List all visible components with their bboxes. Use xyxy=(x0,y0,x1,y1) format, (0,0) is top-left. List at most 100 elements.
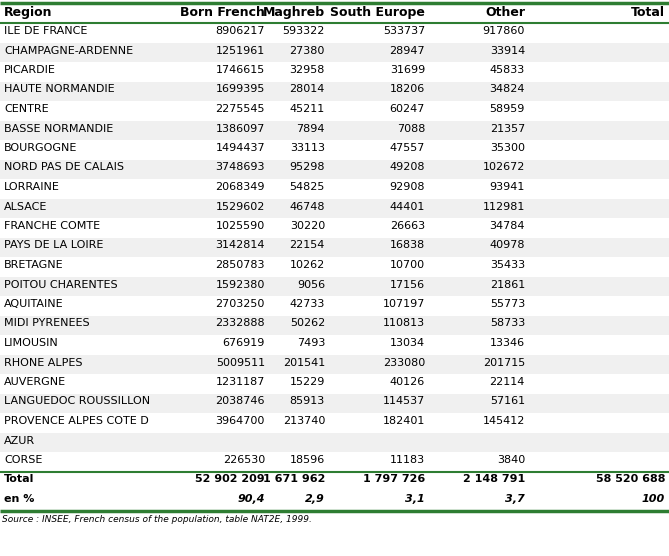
Text: AQUITAINE: AQUITAINE xyxy=(4,299,64,309)
Bar xyxy=(0,42,669,62)
Bar xyxy=(0,355,669,374)
Text: RHONE ALPES: RHONE ALPES xyxy=(4,358,82,368)
Bar xyxy=(0,296,669,315)
Text: 2038746: 2038746 xyxy=(215,396,265,406)
Text: 58 520 688: 58 520 688 xyxy=(595,474,665,484)
Text: 917860: 917860 xyxy=(482,26,525,36)
Text: 1 797 726: 1 797 726 xyxy=(363,474,425,484)
Bar xyxy=(0,198,669,218)
Text: 8906217: 8906217 xyxy=(215,26,265,36)
Text: 3964700: 3964700 xyxy=(215,416,265,426)
Text: 10262: 10262 xyxy=(290,260,325,270)
Text: FRANCHE COMTE: FRANCHE COMTE xyxy=(4,221,100,231)
Text: Region: Region xyxy=(4,6,52,19)
Text: 7894: 7894 xyxy=(296,123,325,133)
Text: 100: 100 xyxy=(642,494,665,504)
Text: 52 902 209: 52 902 209 xyxy=(195,474,265,484)
Text: Total: Total xyxy=(4,474,34,484)
Text: 11183: 11183 xyxy=(390,455,425,465)
Bar xyxy=(0,23,669,42)
Text: 10700: 10700 xyxy=(390,260,425,270)
Text: 2703250: 2703250 xyxy=(215,299,265,309)
Text: 47557: 47557 xyxy=(389,143,425,153)
Bar xyxy=(0,452,669,471)
Text: 31699: 31699 xyxy=(390,65,425,75)
Bar xyxy=(0,82,669,101)
Bar xyxy=(0,276,669,296)
Bar xyxy=(0,433,669,452)
Text: 7088: 7088 xyxy=(397,123,425,133)
Bar xyxy=(0,62,669,82)
Text: 5009511: 5009511 xyxy=(216,358,265,368)
Text: CENTRE: CENTRE xyxy=(4,104,49,114)
Text: 90,4: 90,4 xyxy=(237,494,265,504)
Text: 35433: 35433 xyxy=(490,260,525,270)
Text: 1231187: 1231187 xyxy=(215,377,265,387)
Text: 182401: 182401 xyxy=(383,416,425,426)
Text: 85913: 85913 xyxy=(290,396,325,406)
Text: 1699395: 1699395 xyxy=(215,85,265,95)
Text: 114537: 114537 xyxy=(383,396,425,406)
Text: 28947: 28947 xyxy=(389,46,425,56)
Bar xyxy=(0,160,669,179)
Text: 34824: 34824 xyxy=(490,85,525,95)
Text: 112981: 112981 xyxy=(482,201,525,211)
Text: 201715: 201715 xyxy=(483,358,525,368)
Text: 2850783: 2850783 xyxy=(215,260,265,270)
Text: 17156: 17156 xyxy=(390,280,425,290)
Text: 33914: 33914 xyxy=(490,46,525,56)
Bar xyxy=(0,394,669,413)
Bar xyxy=(0,374,669,394)
Text: 3142814: 3142814 xyxy=(215,241,265,251)
Text: 22114: 22114 xyxy=(490,377,525,387)
Text: 18596: 18596 xyxy=(290,455,325,465)
Bar xyxy=(0,315,669,335)
Text: 27380: 27380 xyxy=(290,46,325,56)
Text: AUVERGNE: AUVERGNE xyxy=(4,377,66,387)
Text: 2,9: 2,9 xyxy=(305,494,325,504)
Text: 49208: 49208 xyxy=(389,162,425,172)
Text: 2275545: 2275545 xyxy=(215,104,265,114)
Text: 93941: 93941 xyxy=(490,182,525,192)
Text: 233080: 233080 xyxy=(383,358,425,368)
Text: 1746615: 1746615 xyxy=(215,65,265,75)
Text: 1494437: 1494437 xyxy=(215,143,265,153)
Text: 40978: 40978 xyxy=(490,241,525,251)
Text: 201541: 201541 xyxy=(283,358,325,368)
Text: 58733: 58733 xyxy=(490,319,525,329)
Text: 32958: 32958 xyxy=(290,65,325,75)
Text: 3,1: 3,1 xyxy=(405,494,425,504)
Text: 44401: 44401 xyxy=(389,201,425,211)
Text: 1025590: 1025590 xyxy=(215,221,265,231)
Text: LORRAINE: LORRAINE xyxy=(4,182,60,192)
Text: 92908: 92908 xyxy=(389,182,425,192)
Text: 33113: 33113 xyxy=(290,143,325,153)
Text: 40126: 40126 xyxy=(390,377,425,387)
Text: Source : INSEE, French census of the population, table NAT2E, 1999.: Source : INSEE, French census of the pop… xyxy=(2,514,312,524)
Text: 213740: 213740 xyxy=(282,416,325,426)
Bar xyxy=(0,257,669,276)
Text: 18206: 18206 xyxy=(390,85,425,95)
Text: 55773: 55773 xyxy=(490,299,525,309)
Text: 1386097: 1386097 xyxy=(215,123,265,133)
Text: 676919: 676919 xyxy=(223,338,265,348)
Text: 21357: 21357 xyxy=(490,123,525,133)
Text: PAYS DE LA LOIRE: PAYS DE LA LOIRE xyxy=(4,241,104,251)
Text: 533737: 533737 xyxy=(383,26,425,36)
Text: AZUR: AZUR xyxy=(4,435,35,445)
Text: 45833: 45833 xyxy=(490,65,525,75)
Text: 15229: 15229 xyxy=(290,377,325,387)
Text: 3,7: 3,7 xyxy=(505,494,525,504)
Bar xyxy=(0,335,669,355)
Text: 2 148 791: 2 148 791 xyxy=(463,474,525,484)
Text: 28014: 28014 xyxy=(290,85,325,95)
Text: 1251961: 1251961 xyxy=(215,46,265,56)
Text: BASSE NORMANDIE: BASSE NORMANDIE xyxy=(4,123,113,133)
Text: 16838: 16838 xyxy=(390,241,425,251)
Text: 95298: 95298 xyxy=(290,162,325,172)
Text: LIMOUSIN: LIMOUSIN xyxy=(4,338,59,348)
Text: MIDI PYRENEES: MIDI PYRENEES xyxy=(4,319,90,329)
Text: 102672: 102672 xyxy=(482,162,525,172)
Bar xyxy=(0,237,669,257)
Text: 7493: 7493 xyxy=(296,338,325,348)
